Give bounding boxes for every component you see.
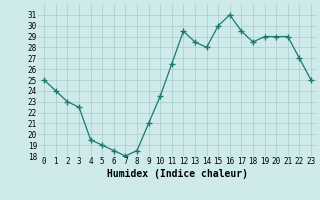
X-axis label: Humidex (Indice chaleur): Humidex (Indice chaleur) (107, 169, 248, 179)
